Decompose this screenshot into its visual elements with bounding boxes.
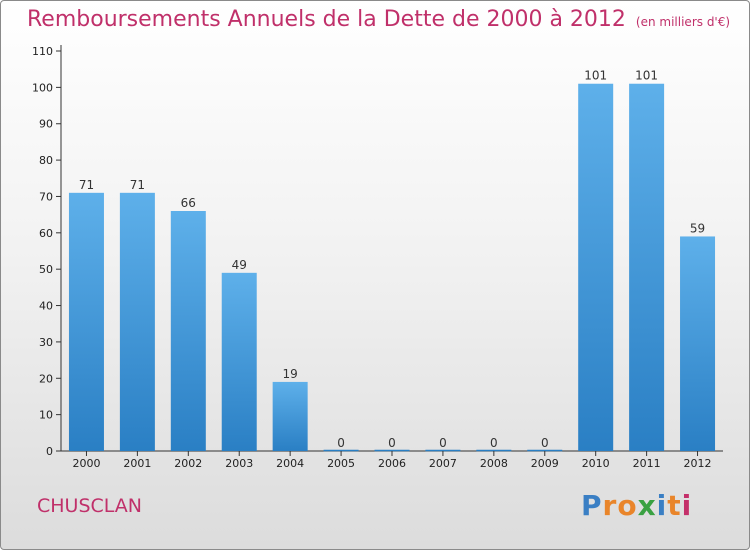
chart-title: Remboursements Annuels de la Dette de 20… (27, 7, 730, 32)
bar (221, 272, 257, 451)
bar (578, 83, 614, 452)
y-tick-label: 80 (39, 154, 53, 167)
bar (629, 83, 665, 452)
y-tick-label: 70 (39, 190, 53, 203)
brand-letter: i (681, 489, 693, 522)
value-label: 0 (541, 436, 549, 450)
brand-letter: o (617, 489, 638, 522)
value-label: 0 (337, 436, 345, 450)
value-label: 0 (388, 436, 396, 450)
value-label: 101 (584, 69, 607, 83)
place-name: CHUSCLAN (37, 495, 143, 517)
brand-letter: x (637, 489, 657, 522)
x-tick-label: 2011 (633, 457, 661, 470)
value-label: 59 (690, 221, 705, 235)
y-tick-label: 110 (32, 45, 53, 58)
x-tick-label: 2007 (429, 457, 457, 470)
x-tick-label: 2004 (276, 457, 304, 470)
value-label: 101 (635, 69, 658, 83)
brand-letter: P (581, 489, 603, 522)
brand-letter: r (602, 489, 618, 522)
y-tick-label: 50 (39, 263, 53, 276)
brand-letter: t (667, 489, 682, 522)
bar (68, 192, 104, 451)
x-tick-label: 2012 (684, 457, 712, 470)
bar (170, 211, 206, 451)
value-label: 49 (232, 258, 247, 272)
y-tick-label: 100 (32, 81, 53, 94)
bar (272, 381, 308, 451)
value-label: 0 (490, 436, 498, 450)
chart-title-text: Remboursements Annuels de la Dette de 20… (27, 7, 626, 32)
x-tick-label: 2008 (480, 457, 508, 470)
x-tick-label: 2010 (582, 457, 610, 470)
y-tick-label: 0 (46, 445, 53, 458)
y-tick-label: 40 (39, 300, 53, 313)
brand-letter: i (656, 489, 668, 522)
bar (119, 192, 155, 451)
x-tick-label: 2009 (531, 457, 559, 470)
value-label: 71 (130, 178, 145, 192)
y-tick-label: 60 (39, 227, 53, 240)
x-tick-label: 2000 (72, 457, 100, 470)
y-tick-label: 20 (39, 372, 53, 385)
value-label: 0 (439, 436, 447, 450)
x-tick-label: 2001 (123, 457, 151, 470)
y-tick-label: 30 (39, 336, 53, 349)
y-tick-label: 10 (39, 409, 53, 422)
value-label: 66 (181, 196, 196, 210)
x-tick-label: 2002 (174, 457, 202, 470)
y-tick-label: 90 (39, 118, 53, 131)
x-tick-label: 2003 (225, 457, 253, 470)
brand-logo: Proxiti (581, 489, 692, 522)
x-tick-label: 2006 (378, 457, 406, 470)
value-label: 71 (79, 178, 94, 192)
bar (680, 236, 716, 451)
value-label: 19 (283, 367, 298, 381)
x-tick-label: 2005 (327, 457, 355, 470)
chart-subtitle: (en milliers d'€) (635, 15, 731, 29)
